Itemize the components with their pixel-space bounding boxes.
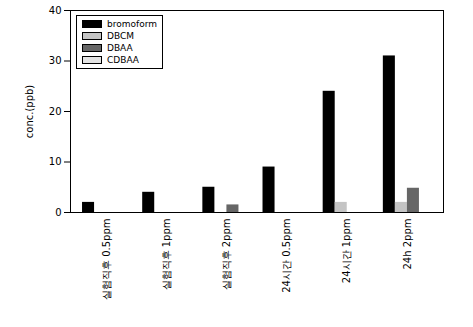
svg-text:24h 2ppm: 24h 2ppm: [402, 219, 413, 270]
html-text:DBAA: DBAA: [107, 43, 133, 53]
html-text:DBCM: DBCM: [107, 31, 134, 41]
svg-text:0: 0: [55, 207, 61, 218]
svg-text:실험직후 0.5ppm: 실험직후 0.5ppm: [101, 219, 112, 301]
svg-text:24시간 1ppm: 24시간 1ppm: [341, 219, 352, 284]
html-text:bromoform: bromoform: [107, 19, 157, 29]
svg-text:실험직후 2ppm: 실험직후 2ppm: [221, 219, 232, 291]
svg-text:실험직후 1ppm: 실험직후 1ppm: [161, 219, 172, 291]
svg-text:20: 20: [49, 106, 62, 117]
html-text:CDBAA: CDBAA: [107, 55, 139, 65]
svg-text:conc.(ppb): conc.(ppb): [24, 85, 35, 139]
svg-text:40: 40: [49, 5, 62, 16]
svg-text:24시간 0.5ppm: 24시간 0.5ppm: [281, 219, 292, 293]
svg-text:30: 30: [49, 55, 62, 66]
svg-text:10: 10: [49, 156, 62, 167]
